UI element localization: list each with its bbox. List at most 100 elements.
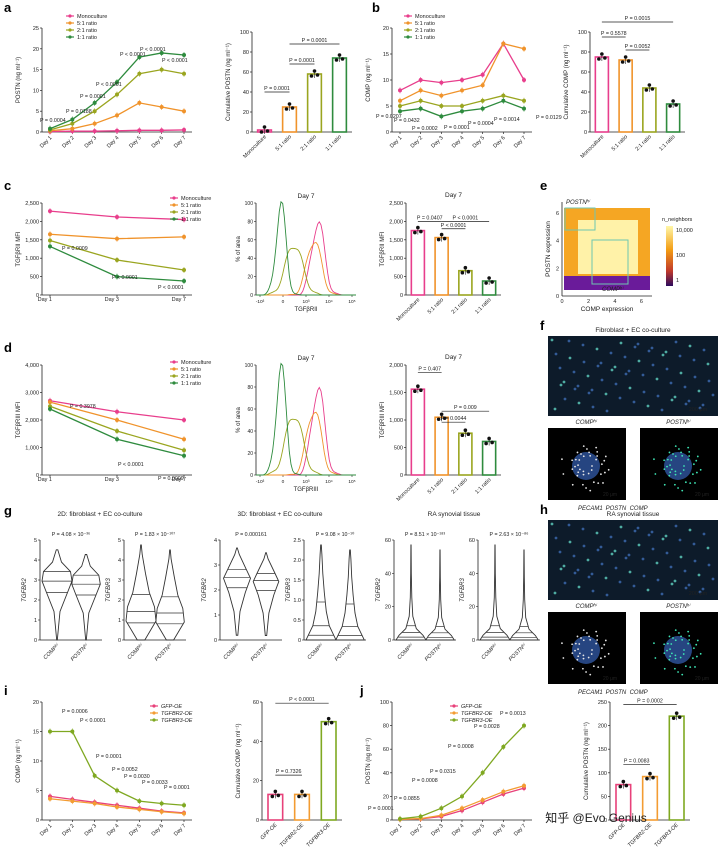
a-bar-bar-dot — [290, 106, 295, 110]
g-x-tick-label: COMPʰⁱ — [42, 642, 61, 661]
j-line-legend-label: TGFBR2-OE — [461, 711, 493, 717]
h-transcript-dot — [582, 629, 585, 632]
c-bar-bar-dot — [419, 229, 423, 234]
h-transcript-dot — [589, 638, 592, 641]
b-line-data-point — [480, 98, 485, 103]
j-bar-bar-dot — [645, 776, 649, 781]
a-line-p-value: P = 0.0004 — [40, 118, 66, 124]
g-x-tick-label: COMPʰⁱ — [126, 642, 145, 661]
g-y-tick-label: 0 — [388, 638, 391, 644]
g-y-tick-label: 5 — [118, 538, 121, 544]
f-cell — [599, 361, 603, 365]
c-bar-y-tick-label: 0 — [400, 293, 403, 299]
g-p-value: P = 4.08 × 10⁻³⁶ — [52, 532, 90, 538]
b-bar-bar — [618, 59, 633, 133]
f-transcript-dot — [581, 483, 584, 486]
e-legend-tick: 1 — [676, 278, 679, 284]
a-line-data-point — [182, 109, 186, 114]
a-bar-x-tick-label: 2:1 ratio — [300, 134, 318, 152]
g-y-tick-label: 1.0 — [293, 598, 301, 604]
h-cell — [586, 558, 590, 562]
f-cell — [619, 341, 623, 345]
d-bar-bar-dot — [442, 416, 447, 421]
j-bar-y-tick-label: 0 — [604, 818, 607, 824]
d-line-legend-dot — [172, 381, 176, 385]
b-line-data-point — [460, 109, 464, 114]
g-violin — [335, 549, 366, 641]
f-cell — [692, 358, 696, 362]
f-transcript-dot — [582, 445, 585, 448]
d-hist-histogram-curve — [256, 362, 356, 476]
b-line-p-value: P = 0.0014 — [494, 117, 520, 123]
f-cell — [684, 402, 688, 406]
a-line-data-point — [115, 128, 119, 133]
d-bar-y-tick-label: 500 — [394, 446, 403, 452]
j-line-data-point — [460, 794, 464, 799]
e-density-core — [578, 220, 638, 274]
b-line-data-point — [522, 78, 526, 82]
f-cell — [610, 368, 614, 372]
e-gate-high — [564, 207, 596, 231]
h-legend-comp: COMP — [630, 690, 648, 696]
i-line-y-tick-label: 5 — [36, 789, 39, 795]
h-transcript-dot — [589, 673, 592, 676]
b-line-data-point — [501, 93, 506, 98]
b-line-data-point — [418, 78, 423, 82]
b-bar-y-tick-label: 0 — [584, 130, 587, 136]
f-cell — [656, 394, 660, 398]
h-transcript-dot — [582, 654, 585, 657]
j-line-y-tick-label: 40 — [383, 771, 389, 777]
a-line-data-point — [48, 126, 52, 131]
d-hist-y-tick-label: 40 — [247, 429, 253, 435]
d-line-data-point — [115, 418, 119, 422]
g-y-tick-label: 20 — [385, 605, 391, 611]
a-bar-x-tick-label: 1:1 ratio — [325, 134, 343, 152]
f-legend-pecam1: PECAM1 — [578, 506, 603, 512]
i-bar-bar-dot — [297, 794, 301, 799]
b-bar-bar-dot — [674, 103, 678, 107]
f-transcript-dot — [681, 454, 684, 457]
a-line-data-point — [159, 128, 164, 133]
c-line-data-point — [182, 279, 186, 284]
h-transcript-dot — [576, 635, 579, 638]
panel-letter: c — [4, 178, 11, 193]
a-bar-bar-dot — [334, 58, 339, 62]
h-transcript-dot — [688, 635, 691, 637]
h-transcript-dot — [580, 637, 582, 639]
j-line-series-line — [399, 785, 525, 821]
h-cell — [660, 592, 664, 596]
f-cell — [678, 354, 682, 358]
f-transcript-dot — [576, 451, 579, 454]
c-bar-p-value: P < 0.0001 — [453, 215, 479, 221]
b-bar-bar — [594, 56, 610, 133]
c-bar-p-value: P = 0.0407 — [417, 215, 443, 221]
i-line-data-point — [92, 773, 97, 778]
d-line-data-point — [115, 437, 119, 442]
a-line-data-point — [115, 113, 119, 118]
f-cell — [688, 344, 692, 348]
a-line-data-point — [182, 53, 186, 58]
i-line-data-point — [137, 799, 142, 804]
c-line-legend-dot — [172, 203, 176, 207]
h-transcript-dot — [596, 635, 599, 637]
c-line-y-tick-label: 2,500 — [25, 201, 39, 207]
g-y-tick-label: 2 — [214, 588, 217, 594]
b-line-y-tick-label: 10 — [383, 78, 389, 84]
d-line-legend-label: 5:1 ratio — [181, 367, 201, 373]
f-transcript-dot — [653, 458, 655, 461]
f-transcript-dot — [582, 455, 585, 458]
g-gene-label: TGFBR2 — [202, 578, 208, 602]
i-line-p-value: P = 0.0001 — [164, 785, 190, 791]
g-y-tick-label: 40 — [385, 571, 391, 577]
h-transcript-dot — [668, 658, 671, 661]
h-transcript-dot — [695, 643, 698, 646]
h-cell — [641, 557, 645, 561]
a-line-x-tick-label: Day 5 — [128, 135, 142, 149]
c-hist-histogram-curve — [256, 241, 356, 296]
h-cell — [702, 532, 706, 536]
f-cell — [674, 340, 678, 344]
h-cell — [656, 578, 660, 582]
i-bar-y-tick-label: 40 — [253, 739, 259, 745]
b-line-data-point — [418, 98, 423, 103]
b-line-p-value: P = 0.0432 — [394, 118, 420, 124]
